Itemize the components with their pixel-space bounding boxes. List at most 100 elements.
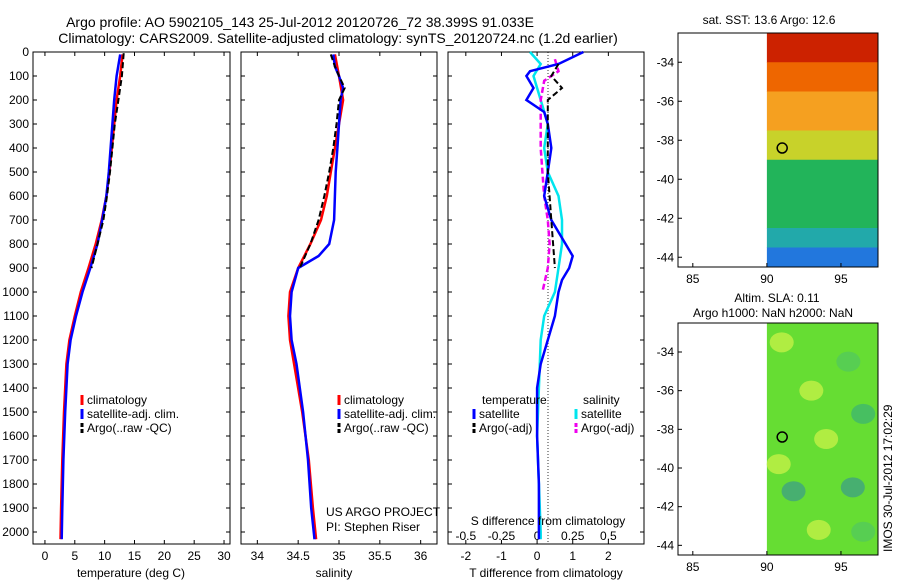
sla-map-border bbox=[677, 322, 879, 556]
sla-map-patch bbox=[851, 403, 876, 424]
temperature-ytick-label: 1200 bbox=[2, 333, 29, 347]
temperature-ytick-label: 1000 bbox=[2, 285, 29, 299]
temperature-ytick-label: 800 bbox=[9, 237, 29, 251]
sst-map-band bbox=[766, 130, 878, 161]
sst-map-band bbox=[766, 247, 878, 268]
difference-x2tick-label: -0.25 bbox=[488, 529, 516, 543]
sst-map-ytick-label: -42 bbox=[657, 211, 675, 225]
temperature-ytick-label: 1900 bbox=[2, 501, 29, 515]
diff-salinity-argo-line bbox=[539, 58, 560, 293]
sst-map-ytick-label: -38 bbox=[657, 133, 675, 147]
salinity-xtick-label: 36 bbox=[414, 549, 428, 563]
difference-xtick-label: 0 bbox=[534, 549, 541, 563]
difference-panel: -2 -1 0 1 2-0.5 -0.25 0 0.25 0.5 satelliteArgo(-… bbox=[447, 50, 645, 580]
diff-legend-sal-satellite-label: satellite bbox=[581, 407, 622, 421]
difference-xtick-label: -2 bbox=[460, 549, 471, 563]
temp-satellite-line bbox=[60, 54, 122, 540]
sst-map-xtick-label: 90 bbox=[760, 272, 774, 286]
temperature-ytick-label: 1700 bbox=[2, 453, 29, 467]
temperature-ytick-label: 200 bbox=[9, 93, 29, 107]
temperature-ytick-label: 2000 bbox=[2, 525, 29, 539]
sla-map-ytick-label: -34 bbox=[657, 345, 675, 359]
figure-title-line2: Climatology: CARS2009. Satellite-adjuste… bbox=[58, 30, 618, 46]
temperature-xtick-label: 20 bbox=[158, 549, 172, 563]
sla-map-patch bbox=[769, 332, 794, 353]
sst-map-xtick-label: 95 bbox=[834, 272, 848, 286]
salinity-xtick-label: 35.5 bbox=[368, 549, 392, 563]
temperature-xtick-label: 5 bbox=[71, 549, 78, 563]
sal-legend-argo-label: Argo(..raw -QC) bbox=[344, 421, 429, 435]
sst-map-ytick-label: -36 bbox=[657, 94, 675, 108]
temperature-ytick-label: 700 bbox=[9, 213, 29, 227]
difference-axes-frame bbox=[447, 51, 645, 545]
sst-map-panel: sat. SST: 13.6 Argo: 12.6 85 90 95 -34 -36 -3… bbox=[657, 13, 879, 286]
sal-argo-line bbox=[298, 54, 346, 269]
temp-legend-climatology-label: climatology bbox=[87, 393, 147, 407]
temperature-ytick-label: 400 bbox=[9, 141, 29, 155]
sst-map-band bbox=[766, 228, 878, 248]
sla-map-ytick-label: -42 bbox=[657, 500, 675, 514]
salinity-xtick-label: 34 bbox=[251, 549, 265, 563]
sst-map-ytick-label: -44 bbox=[657, 250, 675, 264]
sst-map-argo-marker bbox=[776, 142, 788, 154]
t-difference-xlabel: T difference from climatology bbox=[469, 566, 623, 580]
difference-xtick-label: 2 bbox=[605, 549, 612, 563]
salinity-panel: 34 34.5 35 35.5 36 climatologysatellite-adj.… bbox=[240, 51, 441, 580]
sla-map-patch bbox=[836, 351, 861, 372]
sst-map-xtick-label: 85 bbox=[686, 272, 700, 286]
difference-x2tick-label: 0 bbox=[534, 529, 541, 543]
sal-legend-climatology-label: climatology bbox=[344, 393, 404, 407]
temperature-xtick-label: 15 bbox=[128, 549, 142, 563]
sla-map-ytick-label: -44 bbox=[657, 538, 675, 552]
salinity-xlabel: salinity bbox=[316, 566, 353, 580]
sal-legend-satellite-label: satellite-adj. clim. bbox=[344, 407, 436, 421]
diff-legend-sal-argo-label: Argo(-adj) bbox=[581, 421, 634, 435]
temperature-ytick-label: 100 bbox=[9, 69, 29, 83]
temperature-ytick-label: 500 bbox=[9, 165, 29, 179]
sla-map-xtick-label: 95 bbox=[834, 560, 848, 574]
sst-map-title: sat. SST: 13.6 Argo: 12.6 bbox=[703, 13, 836, 27]
temperature-xtick-label: 25 bbox=[188, 549, 202, 563]
sst-map-band bbox=[766, 62, 878, 92]
difference-xtick-label: 1 bbox=[569, 549, 576, 563]
sla-map-patch bbox=[840, 477, 865, 498]
pi-label: PI: Stephen Riser bbox=[326, 520, 420, 534]
sst-map-band bbox=[766, 91, 878, 131]
salinity-legend-header: salinity bbox=[583, 393, 620, 407]
footer-timestamp: IMOS 30-Jul-2012 17:02:29 bbox=[881, 404, 895, 552]
sla-map-argo-marker bbox=[776, 431, 788, 443]
project-label: US ARGO PROJECT bbox=[326, 505, 441, 519]
figure-title-line1: Argo profile: AO 5902105_143 25-Jul-2012… bbox=[66, 14, 534, 30]
sst-map-band bbox=[766, 33, 878, 63]
temperature-ytick-label: 1600 bbox=[2, 429, 29, 443]
diff-legend-temp-satellite-label: satellite bbox=[479, 407, 520, 421]
sla-map-ytick-label: -40 bbox=[657, 461, 675, 475]
sla-map-xtick-label: 90 bbox=[760, 560, 774, 574]
sla-map-ytick-label: -36 bbox=[657, 384, 675, 398]
sst-map-ytick-label: -40 bbox=[657, 172, 675, 186]
salinity-xtick-label: 34.5 bbox=[286, 549, 310, 563]
sla-map-title: Altim. SLA: 0.11 bbox=[734, 291, 819, 305]
sla-map-xtick-label: 85 bbox=[686, 560, 700, 574]
temperature-ytick-label: 900 bbox=[9, 261, 29, 275]
s-difference-label: S difference from climatology bbox=[471, 514, 626, 528]
difference-x2tick-label: -0.5 bbox=[455, 529, 476, 543]
sst-map-border bbox=[677, 32, 879, 268]
temperature-ytick-label: 1100 bbox=[3, 309, 29, 323]
diff-temperature-argo-line bbox=[546, 63, 564, 269]
temp-argo-line bbox=[90, 53, 125, 269]
temperature-axes-frame bbox=[32, 51, 231, 545]
sla-map-patch bbox=[799, 380, 824, 401]
sla-map-panel: Altim. SLA: 0.11 Argo h1000: NaN h2000: … bbox=[657, 291, 879, 574]
temperature-ytick-label: 1800 bbox=[2, 477, 29, 491]
diff-legend-temp-argo-label: Argo(-adj) bbox=[479, 421, 532, 435]
diff-temperature-satellite-line bbox=[524, 50, 584, 540]
temperature-ytick-label: 300 bbox=[9, 117, 29, 131]
temperature-legend-header: temperature bbox=[482, 393, 547, 407]
sla-map-ytick-label: -38 bbox=[657, 422, 675, 436]
temperature-ytick-label: 600 bbox=[9, 189, 29, 203]
sst-map-ytick-label: -34 bbox=[657, 55, 675, 69]
temperature-xlabel: temperature (deg C) bbox=[77, 566, 185, 580]
difference-xtick-label: -1 bbox=[496, 549, 507, 563]
